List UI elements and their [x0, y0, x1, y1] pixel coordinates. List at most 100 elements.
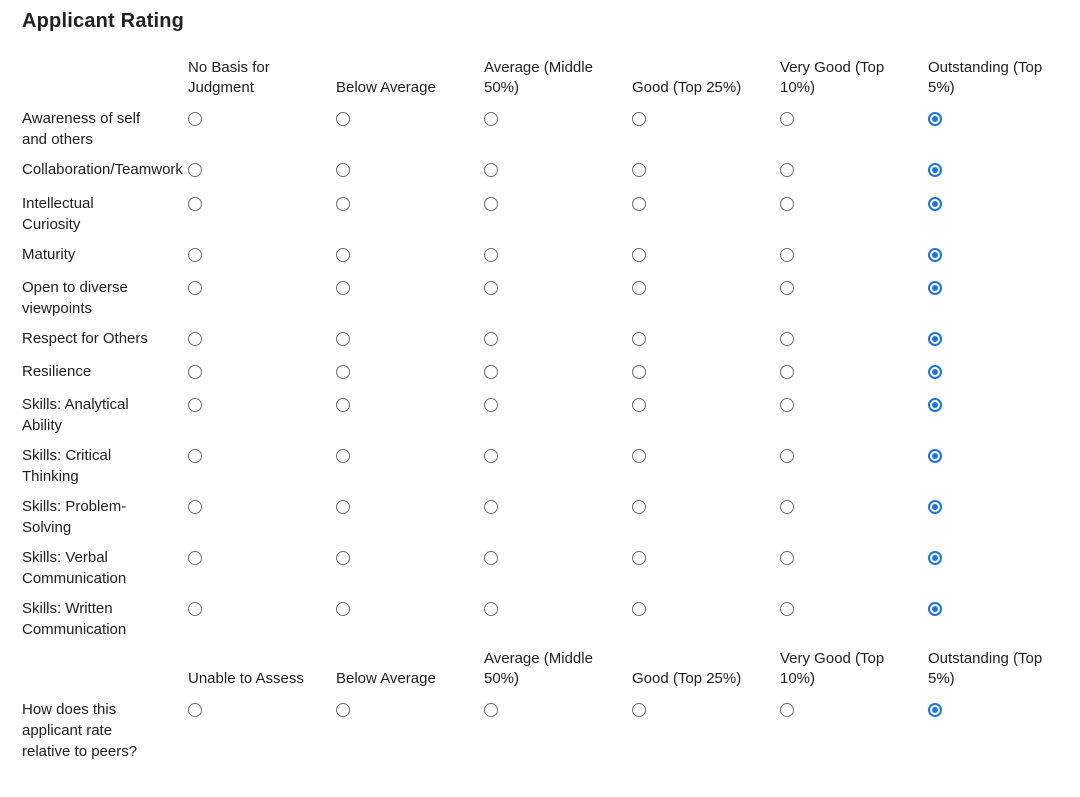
radio-option[interactable]	[336, 163, 350, 177]
radio-option[interactable]	[188, 551, 202, 565]
radio-option[interactable]	[188, 163, 202, 177]
radio-cell	[632, 598, 780, 640]
radio-option[interactable]	[484, 398, 498, 412]
radio-cell	[928, 244, 1076, 268]
radio-option[interactable]	[484, 703, 498, 717]
radio-option[interactable]	[780, 602, 794, 616]
radio-option[interactable]	[632, 332, 646, 346]
radio-option[interactable]	[632, 551, 646, 565]
radio-option[interactable]	[484, 197, 498, 211]
radio-option[interactable]	[780, 449, 794, 463]
radio-option[interactable]	[188, 500, 202, 514]
radio-option[interactable]	[188, 602, 202, 616]
radio-option[interactable]	[632, 365, 646, 379]
radio-option[interactable]	[632, 449, 646, 463]
radio-option[interactable]	[188, 248, 202, 262]
radio-cell	[928, 699, 1076, 762]
radio-option[interactable]	[336, 365, 350, 379]
radio-option[interactable]	[336, 703, 350, 717]
column-header: Below Average	[336, 79, 436, 96]
radio-option[interactable]	[632, 248, 646, 262]
column-header: Average (Middle 50%)	[484, 59, 593, 96]
radio-option[interactable]	[780, 163, 794, 177]
radio-option[interactable]	[484, 163, 498, 177]
column-header: No Basis for Judgment	[188, 59, 270, 96]
radio-cell	[780, 394, 928, 436]
column-header: Very Good (Top 10%)	[780, 59, 885, 96]
radio-option[interactable]	[188, 365, 202, 379]
radio-cell	[336, 328, 484, 352]
rating-row: Open to diverse viewpoints	[22, 277, 1080, 319]
radio-option[interactable]	[188, 197, 202, 211]
radio-cell	[928, 445, 1076, 487]
radio-selected[interactable]	[928, 163, 942, 177]
radio-cell	[780, 496, 928, 538]
radio-option[interactable]	[632, 281, 646, 295]
radio-option[interactable]	[484, 112, 498, 126]
radio-option[interactable]	[188, 703, 202, 717]
radio-cell	[336, 445, 484, 487]
radio-selected[interactable]	[928, 112, 942, 126]
radio-option[interactable]	[780, 332, 794, 346]
radio-option[interactable]	[484, 248, 498, 262]
radio-option[interactable]	[188, 281, 202, 295]
radio-selected[interactable]	[928, 197, 942, 211]
radio-cell	[632, 108, 780, 150]
radio-selected[interactable]	[928, 398, 942, 412]
radio-option[interactable]	[632, 703, 646, 717]
radio-option[interactable]	[484, 500, 498, 514]
radio-option[interactable]	[188, 449, 202, 463]
radio-option[interactable]	[780, 281, 794, 295]
radio-option[interactable]	[780, 500, 794, 514]
radio-option[interactable]	[484, 449, 498, 463]
radio-selected[interactable]	[928, 703, 942, 717]
radio-selected[interactable]	[928, 449, 942, 463]
radio-option[interactable]	[484, 602, 498, 616]
radio-option[interactable]	[780, 248, 794, 262]
radio-option[interactable]	[188, 332, 202, 346]
radio-option[interactable]	[780, 197, 794, 211]
radio-selected[interactable]	[928, 365, 942, 379]
radio-option[interactable]	[632, 197, 646, 211]
radio-selected[interactable]	[928, 332, 942, 346]
radio-option[interactable]	[336, 602, 350, 616]
radio-option[interactable]	[780, 703, 794, 717]
radio-option[interactable]	[484, 281, 498, 295]
row-label: Open to diverse viewpoints	[22, 279, 128, 317]
radio-cell	[484, 159, 632, 183]
radio-cell	[336, 193, 484, 235]
radio-option[interactable]	[780, 365, 794, 379]
radio-option[interactable]	[484, 551, 498, 565]
radio-option[interactable]	[484, 365, 498, 379]
radio-option[interactable]	[336, 332, 350, 346]
radio-option[interactable]	[632, 602, 646, 616]
radio-option[interactable]	[632, 500, 646, 514]
radio-option[interactable]	[632, 112, 646, 126]
radio-option[interactable]	[188, 398, 202, 412]
radio-option[interactable]	[188, 112, 202, 126]
radio-option[interactable]	[336, 197, 350, 211]
rating-row: Maturity	[22, 244, 1080, 268]
radio-option[interactable]	[484, 332, 498, 346]
radio-option[interactable]	[336, 281, 350, 295]
radio-option[interactable]	[336, 551, 350, 565]
radio-option[interactable]	[780, 551, 794, 565]
radio-cell	[484, 361, 632, 385]
radio-option[interactable]	[336, 248, 350, 262]
radio-selected[interactable]	[928, 281, 942, 295]
radio-option[interactable]	[632, 398, 646, 412]
radio-cell	[780, 699, 928, 762]
radio-option[interactable]	[336, 398, 350, 412]
radio-selected[interactable]	[928, 602, 942, 616]
radio-option[interactable]	[780, 112, 794, 126]
radio-option[interactable]	[780, 398, 794, 412]
radio-selected[interactable]	[928, 551, 942, 565]
column-header: Good (Top 25%)	[632, 670, 742, 687]
radio-option[interactable]	[632, 163, 646, 177]
radio-option[interactable]	[336, 500, 350, 514]
radio-option[interactable]	[336, 112, 350, 126]
radio-selected[interactable]	[928, 500, 942, 514]
radio-cell	[632, 193, 780, 235]
radio-selected[interactable]	[928, 248, 942, 262]
radio-option[interactable]	[336, 449, 350, 463]
